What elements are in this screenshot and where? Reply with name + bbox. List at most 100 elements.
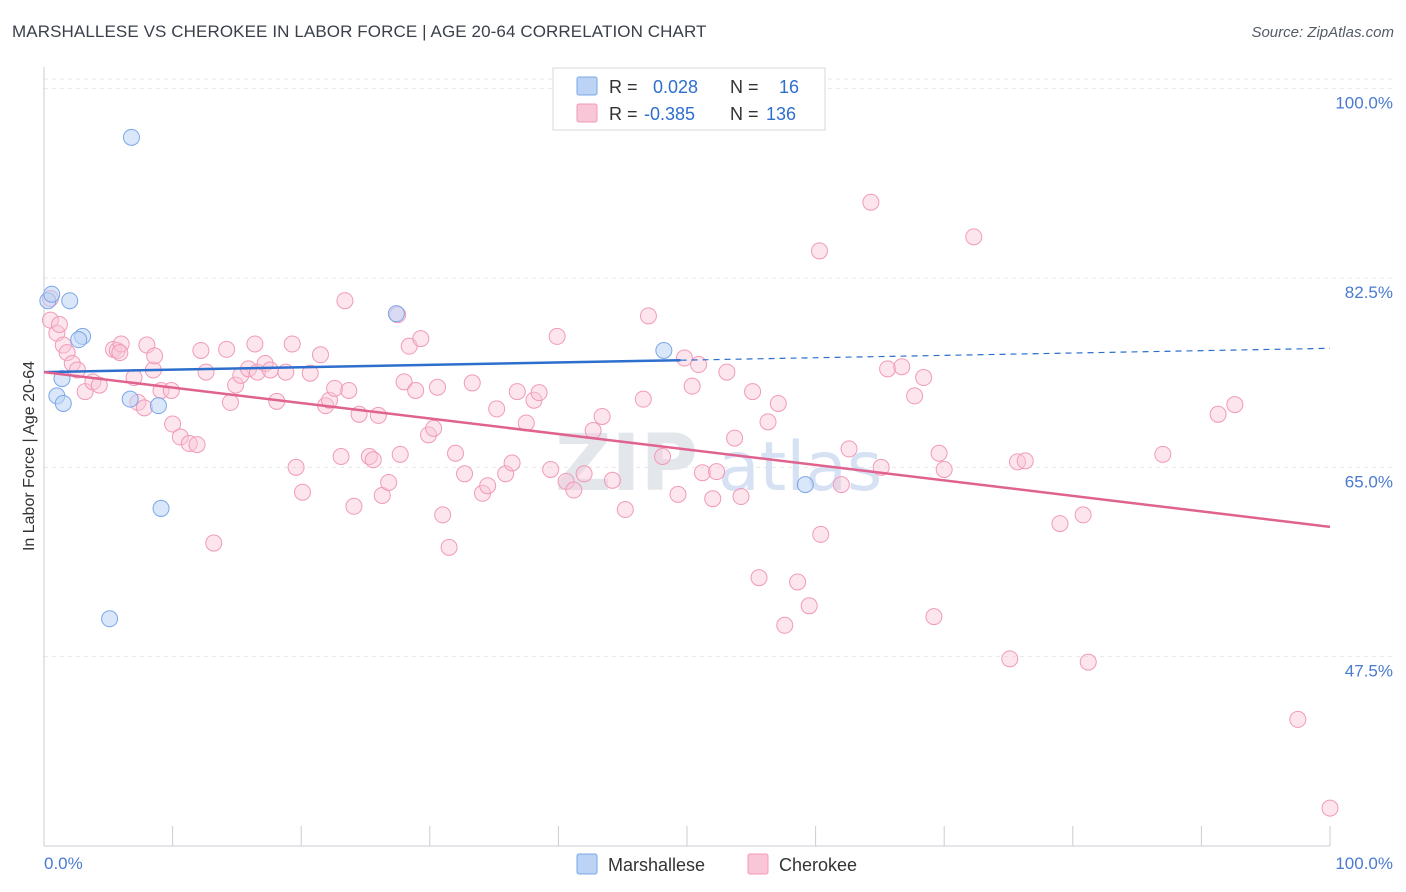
cherokee-point: [497, 465, 515, 483]
y-tick-label: 65.0%: [1345, 472, 1393, 491]
marshallese-trend-extension: [680, 347, 1331, 361]
marshallese-point: [152, 499, 170, 517]
cherokee-point: [326, 379, 344, 397]
cherokee-point: [690, 356, 708, 374]
marshallese-point: [149, 397, 167, 415]
cherokee-point: [584, 422, 602, 440]
cherokee-point: [68, 361, 86, 379]
marshallese-point: [796, 476, 814, 494]
legend-box: R = 0.028 N = 16 R = -0.385 N = 136: [552, 67, 826, 131]
legend-n-label-1: N =: [730, 77, 759, 97]
cherokee-point: [188, 436, 206, 454]
cherokee-point: [915, 369, 933, 387]
cherokee-point: [654, 448, 672, 465]
cherokee-point: [429, 378, 447, 396]
marshallese-point: [387, 305, 405, 323]
cherokee-point: [395, 373, 413, 391]
cherokee-point: [332, 448, 350, 465]
cherokee-point: [732, 488, 750, 506]
cherokee-point: [479, 477, 497, 495]
bottom-legend-swatch-cherokee: [747, 853, 769, 875]
y-tick-labels: 47.5% 65.0% 82.5% 100.0%: [1335, 94, 1393, 681]
watermark-zip: ZIP: [555, 419, 698, 509]
cherokee-point: [340, 382, 358, 400]
x-tick-label: 100.0%: [1335, 854, 1393, 873]
bottom-legend-label-marshallese: Marshallese: [608, 855, 705, 875]
cherokee-point: [1074, 506, 1092, 524]
legend-r-label-1: R =: [609, 77, 638, 97]
cherokee-point: [434, 506, 452, 524]
cherokee-point: [364, 451, 382, 469]
bottom-legend-swatch-marshallese: [576, 853, 598, 875]
cherokee-point: [218, 340, 236, 358]
cherokee-trend-line: [43, 370, 1331, 529]
cherokee-point: [603, 471, 621, 489]
cherokee-point: [90, 376, 108, 394]
cherokee-point: [503, 454, 521, 472]
cherokee-point: [345, 497, 363, 515]
cherokee-point: [58, 344, 76, 362]
cherokee-point: [675, 349, 693, 367]
cherokee-point: [135, 399, 153, 417]
legend-swatch-marshallese: [576, 76, 598, 96]
cherokee-point: [1226, 396, 1244, 414]
cherokee-point: [906, 387, 924, 405]
cherokee-point: [205, 534, 223, 552]
cherokee-point: [283, 335, 301, 353]
cherokee-point: [391, 445, 409, 463]
cherokee-point: [812, 525, 830, 543]
legend-r-value-1: 0.028: [653, 77, 698, 97]
bottom-legend-label-cherokee: Cherokee: [779, 855, 857, 875]
cherokee-point: [1289, 710, 1307, 728]
x-tick-labels: 0.0% 100.0%: [44, 854, 1393, 873]
cherokee-point: [893, 358, 911, 376]
legend-n-label-2: N =: [730, 104, 759, 124]
cherokee-point: [693, 464, 711, 482]
cherokee-point: [162, 382, 180, 400]
x-tick-label: 0.0%: [44, 854, 83, 873]
cherokee-point: [530, 384, 548, 402]
cherokee-point: [810, 242, 828, 260]
cherokee-point: [548, 327, 566, 345]
cherokee-point: [750, 569, 768, 587]
cherokee-point: [369, 406, 387, 424]
cherokee-point: [311, 346, 329, 364]
cherokee-point: [488, 400, 506, 418]
cherokee-point: [840, 440, 858, 458]
cherokee-point: [565, 481, 583, 499]
cherokee-point: [704, 490, 722, 508]
cherokee-point: [197, 363, 215, 381]
cherokee-point: [463, 374, 481, 392]
cherokee-point: [718, 363, 736, 381]
cherokee-point: [1154, 445, 1172, 463]
marshallese-point: [61, 292, 79, 310]
cherokee-point: [227, 376, 245, 394]
cherokee-point: [1321, 799, 1339, 817]
cherokee-point: [935, 460, 953, 478]
cherokee-point: [726, 429, 744, 447]
cherokee-point: [769, 394, 787, 412]
cherokee-point: [447, 444, 465, 462]
cherokee-point: [50, 316, 68, 334]
y-tick-label: 47.5%: [1345, 662, 1393, 681]
cherokee-point: [407, 382, 425, 400]
cherokee-point: [616, 501, 634, 519]
marshallese-point: [54, 394, 72, 412]
cherokee-point: [789, 573, 807, 591]
cherokee-point: [862, 193, 880, 211]
y-axis-title: In Labor Force | Age 20-64: [21, 361, 38, 551]
cherokee-point: [192, 341, 210, 359]
watermark: ZIP atlas: [555, 419, 882, 509]
cherokee-point: [669, 485, 687, 503]
cherokee-point: [593, 407, 611, 425]
cherokee-point: [634, 390, 652, 408]
watermark-atlas: atlas: [718, 428, 882, 507]
marshallese-point: [43, 285, 61, 303]
cherokee-point: [336, 292, 354, 310]
cherokee-point: [542, 460, 560, 478]
legend-frame: [552, 67, 826, 131]
legend-swatch-cherokee: [576, 103, 598, 123]
cherokee-point: [301, 364, 319, 382]
trend-layer: [43, 347, 1331, 529]
